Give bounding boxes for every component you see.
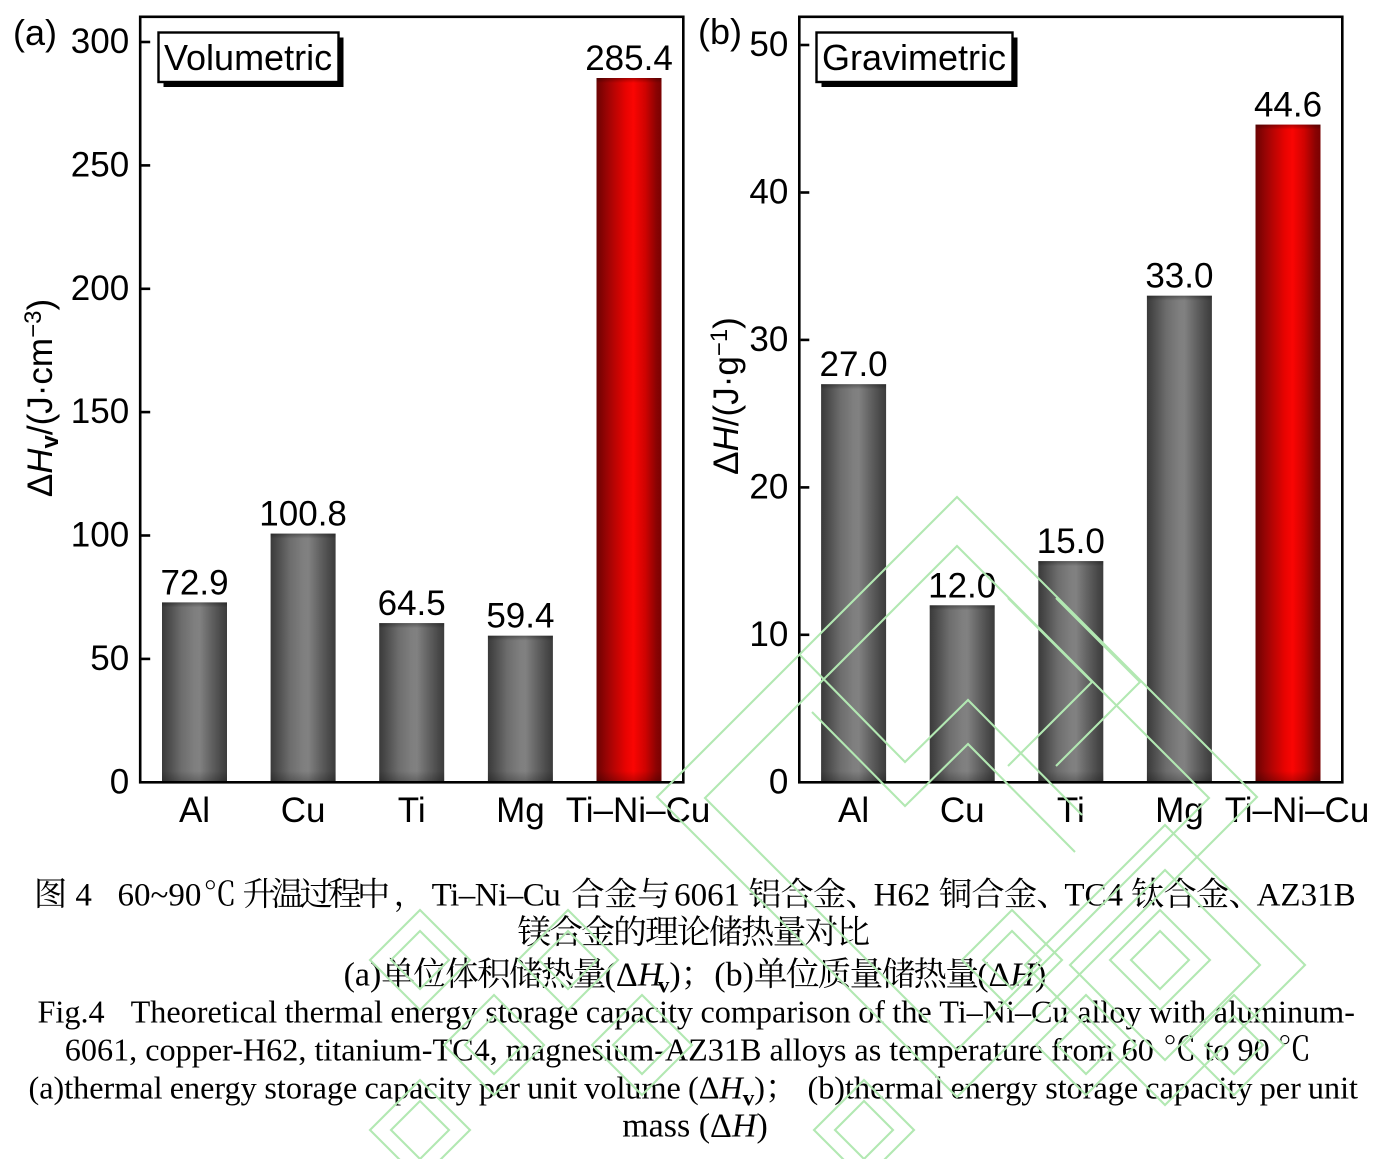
svg-text:energy: energy — [951, 1070, 1038, 1106]
svg-text:energy: energy — [170, 1070, 257, 1106]
svg-text:50: 50 — [749, 25, 788, 64]
svg-text:thermal: thermal — [285, 994, 383, 1030]
svg-text:12.0: 12.0 — [928, 566, 996, 605]
svg-text:250: 250 — [71, 145, 129, 184]
svg-text:27.0: 27.0 — [820, 345, 888, 384]
svg-text:ΔHv/(J·cm−3): ΔHv/(J·cm−3) — [20, 299, 64, 497]
svg-text:(b): (b) — [714, 957, 754, 994]
svg-text:H: H — [637, 957, 665, 994]
svg-text:AZ31B: AZ31B — [1257, 878, 1356, 914]
svg-text:storage: storage — [264, 1070, 357, 1106]
svg-text:20: 20 — [749, 467, 788, 506]
svg-text:storage: storage — [1045, 1070, 1138, 1106]
svg-text:100: 100 — [71, 516, 129, 555]
svg-text:0: 0 — [110, 762, 129, 801]
svg-text:Ti: Ti — [398, 791, 426, 830]
svg-text:Ti–Ni–Cu: Ti–Ni–Cu — [1225, 791, 1370, 830]
svg-text:6061, copper-H62, titanium-TC4: 6061, copper-H62, titanium-TC4, magnesiu… — [65, 1032, 1162, 1068]
svg-text:10: 10 — [749, 615, 788, 654]
svg-text:(a): (a) — [344, 957, 382, 994]
svg-text:): ) — [1035, 957, 1046, 994]
svg-text:mass (Δ: mass (Δ — [622, 1108, 732, 1145]
svg-text:Theoretical: Theoretical — [131, 994, 278, 1030]
svg-text:15.0: 15.0 — [1037, 522, 1105, 561]
svg-text:the: the — [892, 994, 931, 1030]
svg-text:50: 50 — [90, 639, 129, 678]
svg-text:unit: unit — [527, 1070, 577, 1106]
svg-text:Cu: Cu — [281, 791, 326, 830]
svg-text:alloy: alloy — [1077, 994, 1141, 1030]
svg-text:Ti: Ti — [1057, 791, 1085, 830]
svg-text:capacity: capacity — [586, 994, 693, 1030]
svg-text:4: 4 — [75, 878, 92, 914]
svg-text:volume: volume — [584, 1070, 681, 1106]
svg-text:Ti–Ni–Cu: Ti–Ni–Cu — [939, 994, 1068, 1030]
svg-text:capacity: capacity — [365, 1070, 472, 1106]
svg-text:(Δ: (Δ — [977, 957, 1010, 994]
svg-text:Al: Al — [179, 791, 210, 830]
svg-text:150: 150 — [71, 392, 129, 431]
svg-text:100.8: 100.8 — [259, 495, 347, 534]
svg-text:H: H — [719, 1070, 745, 1106]
svg-text:aluminum-: aluminum- — [1214, 994, 1355, 1030]
svg-text:Gravimetric: Gravimetric — [822, 37, 1006, 78]
svg-text:64.5: 64.5 — [378, 584, 446, 623]
svg-text:(b): (b) — [698, 11, 742, 52]
svg-text:v: v — [743, 1086, 755, 1111]
svg-text:40: 40 — [749, 173, 788, 212]
svg-text:v: v — [658, 973, 670, 998]
svg-text:with: with — [1149, 994, 1206, 1030]
svg-text:Al: Al — [838, 791, 869, 830]
svg-text:(b)thermal: (b)thermal — [808, 1070, 944, 1106]
svg-text:H62: H62 — [874, 878, 931, 914]
svg-text:Volumetric: Volumetric — [164, 37, 332, 78]
svg-text:Ti–Ni–Cu: Ti–Ni–Cu — [432, 878, 561, 914]
svg-text:unit: unit — [1308, 1070, 1358, 1106]
svg-text:): ) — [669, 957, 680, 994]
svg-text:60~90: 60~90 — [118, 878, 202, 914]
svg-text:(Δ: (Δ — [605, 957, 638, 994]
svg-text:200: 200 — [71, 269, 129, 308]
svg-text:6061: 6061 — [674, 878, 740, 914]
svg-text:per: per — [1260, 1070, 1301, 1106]
svg-text:(a)thermal: (a)thermal — [29, 1070, 163, 1106]
svg-text:30: 30 — [749, 320, 788, 359]
svg-text:44.6: 44.6 — [1254, 86, 1322, 125]
svg-text:Mg: Mg — [496, 791, 545, 830]
svg-text:Fig.4: Fig.4 — [38, 994, 105, 1030]
svg-text:ΔH/(J·g−1): ΔH/(J·g−1) — [706, 317, 746, 475]
svg-text:72.9: 72.9 — [160, 563, 228, 602]
svg-text:300: 300 — [71, 22, 129, 61]
svg-text:285.4: 285.4 — [585, 39, 673, 78]
svg-text:Ti–Ni–Cu: Ti–Ni–Cu — [566, 791, 711, 830]
svg-text:): ) — [757, 1108, 768, 1145]
svg-text:59.4: 59.4 — [486, 597, 554, 636]
svg-text:Cu: Cu — [940, 791, 985, 830]
svg-text:H: H — [731, 1108, 759, 1145]
svg-text:): ) — [754, 1070, 765, 1106]
svg-text:(Δ: (Δ — [688, 1070, 719, 1106]
svg-text:(a): (a) — [13, 12, 57, 53]
svg-text:0: 0 — [769, 762, 788, 801]
svg-text:comparison: comparison — [701, 994, 851, 1030]
svg-text:capacity: capacity — [1145, 1070, 1252, 1106]
svg-text:33.0: 33.0 — [1145, 257, 1213, 296]
svg-text:energy: energy — [390, 994, 477, 1030]
